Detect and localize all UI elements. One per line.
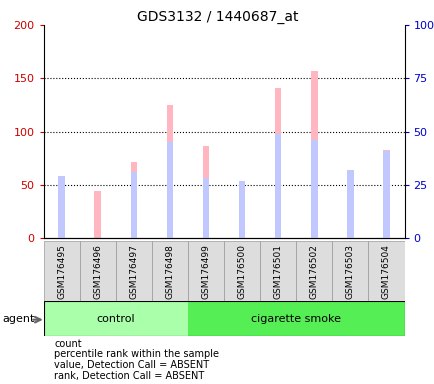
Text: GSM176495: GSM176495 — [57, 244, 66, 299]
Bar — [166, 105, 173, 238]
Text: GSM176496: GSM176496 — [93, 244, 102, 299]
Bar — [58, 176, 65, 238]
Text: cigarette smoke: cigarette smoke — [251, 314, 340, 324]
Bar — [202, 146, 209, 238]
Bar — [79, 241, 115, 301]
Bar — [43, 301, 187, 336]
Bar — [187, 241, 224, 301]
Bar — [310, 71, 317, 238]
Text: agent: agent — [2, 314, 34, 324]
Bar — [260, 241, 296, 301]
Bar — [382, 150, 389, 238]
Bar — [238, 180, 245, 238]
Text: count: count — [54, 339, 82, 349]
Text: GSM176498: GSM176498 — [165, 244, 174, 299]
Bar — [382, 151, 389, 238]
Bar — [43, 241, 79, 301]
Bar — [274, 134, 281, 238]
Text: GSM176504: GSM176504 — [381, 244, 390, 299]
Text: value, Detection Call = ABSENT: value, Detection Call = ABSENT — [54, 360, 209, 370]
Bar — [58, 177, 65, 238]
Bar — [368, 241, 404, 301]
Bar — [130, 172, 137, 238]
Text: GSM176501: GSM176501 — [273, 244, 282, 299]
Text: GSM176500: GSM176500 — [237, 244, 246, 299]
Bar — [224, 241, 260, 301]
Text: GSM176503: GSM176503 — [345, 244, 354, 299]
Text: GSM176497: GSM176497 — [129, 244, 138, 299]
Bar — [296, 241, 332, 301]
Bar — [166, 142, 173, 238]
Bar — [346, 170, 353, 238]
Bar — [94, 191, 101, 238]
Bar — [238, 182, 245, 238]
Text: control: control — [96, 314, 135, 324]
Bar — [332, 241, 368, 301]
Text: GDS3132 / 1440687_at: GDS3132 / 1440687_at — [136, 10, 298, 23]
Bar — [310, 140, 317, 238]
Text: rank, Detection Call = ABSENT: rank, Detection Call = ABSENT — [54, 371, 204, 381]
Bar — [202, 179, 209, 238]
Bar — [151, 241, 187, 301]
Bar — [115, 241, 151, 301]
Text: percentile rank within the sample: percentile rank within the sample — [54, 349, 219, 359]
Text: GSM176502: GSM176502 — [309, 244, 318, 299]
Bar — [274, 88, 281, 238]
Text: GSM176499: GSM176499 — [201, 244, 210, 299]
Bar — [130, 162, 137, 238]
Bar — [187, 301, 404, 336]
